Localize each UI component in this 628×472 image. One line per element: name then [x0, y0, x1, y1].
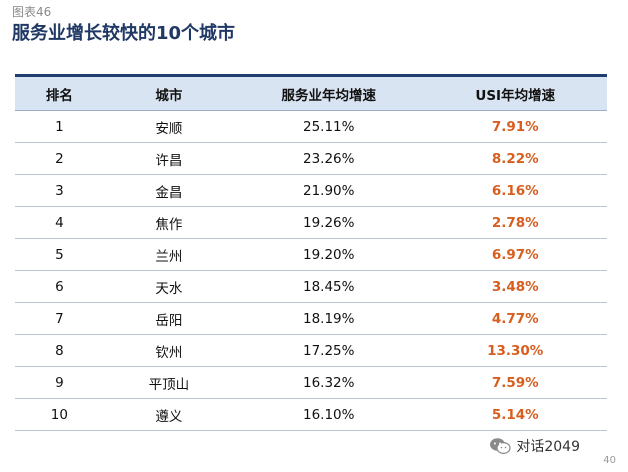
header-rank: 排名: [15, 74, 104, 111]
city-cell: 安顺: [103, 110, 235, 143]
slide-title: 服务业增长较快的10个城市: [12, 23, 236, 44]
usi-growth-cell: 13.30%: [423, 334, 607, 367]
header-city: 城市: [103, 74, 235, 111]
usi-growth-cell: 4.77%: [423, 302, 607, 335]
usi-growth-cell: 3.48%: [423, 270, 607, 303]
rank-cell: 7: [15, 302, 104, 335]
service-growth-cell: 21.90%: [234, 174, 424, 207]
usi-growth-cell: 8.22%: [423, 142, 607, 175]
table-row: 10 遵义 16.10% 5.14%: [15, 398, 607, 431]
wechat-icon: [489, 437, 511, 455]
service-growth-cell: 23.26%: [234, 142, 424, 175]
service-growth-cell: 19.26%: [234, 206, 424, 239]
city-cell: 天水: [103, 270, 235, 303]
service-growth-cell: 19.20%: [234, 238, 424, 271]
service-growth-cell: 16.32%: [234, 366, 424, 399]
header-usi-growth: USI年均增速: [423, 74, 607, 111]
usi-growth-cell: 7.91%: [423, 110, 607, 143]
rank-cell: 2: [15, 142, 104, 175]
figure-label: 图表46: [12, 5, 52, 19]
rank-cell: 6: [15, 270, 104, 303]
rank-cell: 5: [15, 238, 104, 271]
rank-cell: 10: [15, 398, 104, 431]
watermark-text: 对话2049: [516, 439, 580, 455]
city-cell: 焦作: [103, 206, 235, 239]
usi-growth-cell: 2.78%: [423, 206, 607, 239]
usi-growth-cell: 6.97%: [423, 238, 607, 271]
usi-growth-cell: 5.14%: [423, 398, 607, 431]
service-growth-cell: 25.11%: [234, 110, 424, 143]
table-row: 2 许昌 23.26% 8.22%: [15, 142, 607, 175]
city-cell: 遵义: [103, 398, 235, 431]
rank-cell: 4: [15, 206, 104, 239]
rank-cell: 1: [15, 110, 104, 143]
city-cell: 金昌: [103, 174, 235, 207]
table-row: 8 钦州 17.25% 13.30%: [15, 334, 607, 367]
rank-cell: 8: [15, 334, 104, 367]
service-growth-cell: 16.10%: [234, 398, 424, 431]
wechat-watermark: 对话2049: [489, 436, 580, 456]
header-service-growth: 服务业年均增速: [234, 74, 424, 111]
page-number: 40: [603, 455, 616, 466]
table-row: 3 金昌 21.90% 6.16%: [15, 174, 607, 207]
rank-cell: 3: [15, 174, 104, 207]
table-row: 4 焦作 19.26% 2.78%: [15, 206, 607, 239]
table-row: 6 天水 18.45% 3.48%: [15, 270, 607, 303]
usi-growth-cell: 7.59%: [423, 366, 607, 399]
table-row: 5 兰州 19.20% 6.97%: [15, 238, 607, 271]
city-cell: 兰州: [103, 238, 235, 271]
service-growth-cell: 18.45%: [234, 270, 424, 303]
usi-growth-cell: 6.16%: [423, 174, 607, 207]
table-row: 7 岳阳 18.19% 4.77%: [15, 302, 607, 335]
service-growth-cell: 18.19%: [234, 302, 424, 335]
city-growth-table: 排名 城市 服务业年均增速 USI年均增速 1 安顺 25.11% 7.91% …: [15, 74, 607, 431]
city-cell: 岳阳: [103, 302, 235, 335]
table-header-row: 排名 城市 服务业年均增速 USI年均增速: [15, 74, 607, 111]
city-cell: 平顶山: [103, 366, 235, 399]
rank-cell: 9: [15, 366, 104, 399]
city-cell: 钦州: [103, 334, 235, 367]
table-row: 1 安顺 25.11% 7.91%: [15, 110, 607, 143]
table-row: 9 平顶山 16.32% 7.59%: [15, 366, 607, 399]
city-cell: 许昌: [103, 142, 235, 175]
service-growth-cell: 17.25%: [234, 334, 424, 367]
